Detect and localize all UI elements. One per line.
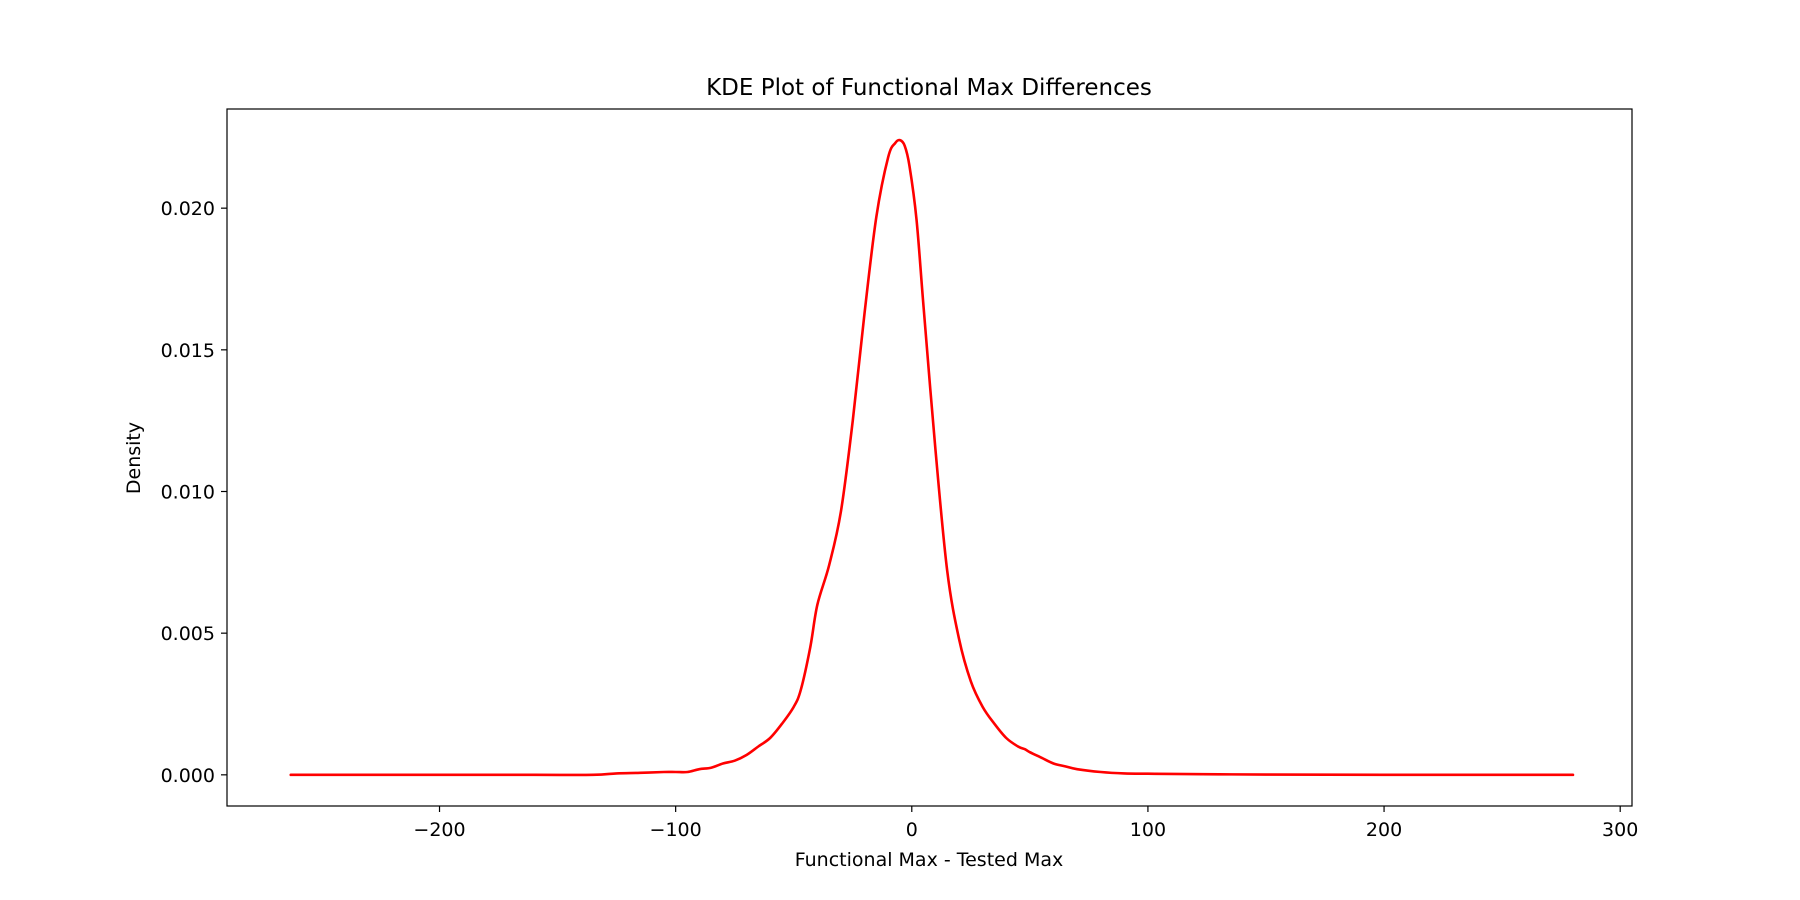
x-tick-label: −100 [650,819,702,841]
y-tick-label: 0.015 [161,340,215,362]
y-tick-label: 0.010 [161,482,215,504]
x-axis-ticks: −200 −100 0 100 200 300 [413,806,1638,841]
x-tick-label: −200 [413,819,465,841]
kde-density-line [289,138,1575,777]
plot-area-frame [226,108,1633,807]
y-axis-label: Density [123,422,145,494]
x-tick-label: 0 [906,819,918,841]
x-tick-label: 200 [1366,819,1402,841]
y-tick-label: 0.020 [161,198,215,220]
y-tick-label: 0.000 [161,765,215,787]
y-tick-label: 0.005 [161,623,215,645]
x-axis-label: Functional Max - Tested Max [795,849,1063,871]
y-axis-ticks: 0.000 0.005 0.010 0.015 0.020 [161,198,227,787]
x-tick-label: 300 [1602,819,1638,841]
chart-title: KDE Plot of Functional Max Differences [706,75,1152,101]
x-tick-label: 100 [1130,819,1166,841]
